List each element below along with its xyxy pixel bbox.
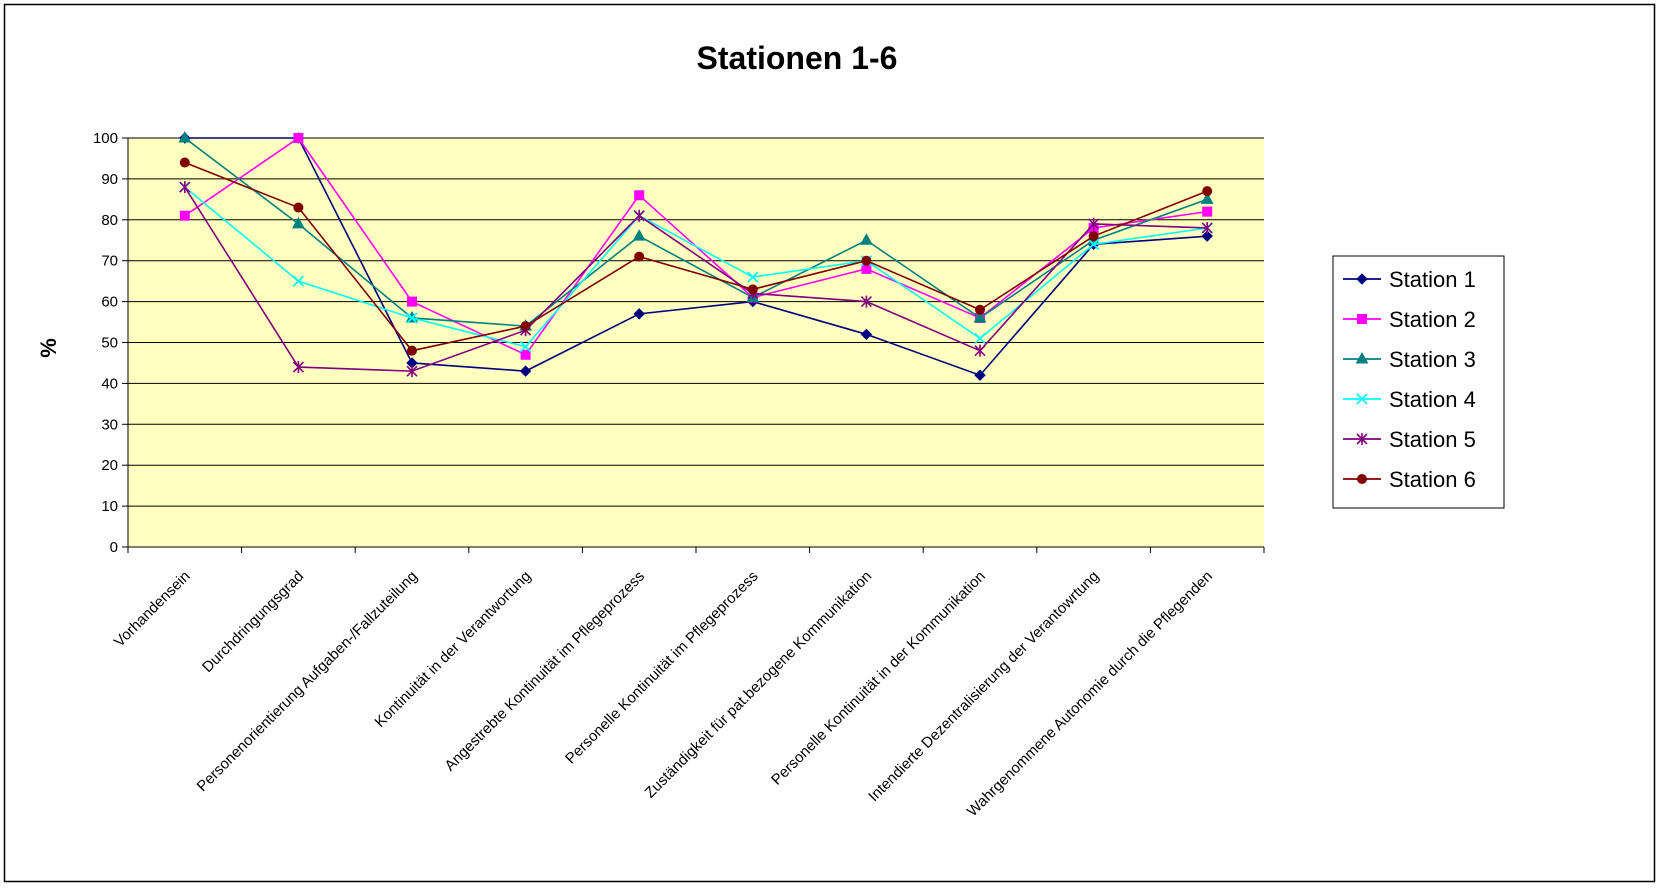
data-point (292, 361, 304, 374)
chart-title: Stationen 1-6 (697, 40, 898, 76)
series-line (184, 137, 1208, 327)
legend-item: Station 2 (1343, 307, 1476, 332)
legend-label: Station 2 (1389, 307, 1476, 332)
data-point (1088, 217, 1100, 230)
data-point (292, 216, 305, 229)
data-point (520, 321, 531, 332)
series-6 (179, 157, 1213, 356)
y-axis-label: % (36, 338, 61, 358)
data-point (973, 310, 987, 323)
data-point (293, 202, 304, 213)
series-line (184, 186, 1208, 372)
data-point (406, 365, 418, 378)
data-point (1201, 221, 1213, 234)
data-point (633, 209, 645, 222)
data-point (861, 255, 872, 266)
data-point (293, 133, 304, 143)
legend-marker (1357, 474, 1367, 484)
data-point (861, 263, 872, 274)
legend-marker (1357, 314, 1367, 324)
data-point (1202, 186, 1213, 197)
data-point (1202, 206, 1213, 217)
legend-label: Station 5 (1389, 427, 1476, 452)
y-tick-label: 90 (101, 171, 118, 188)
data-point (407, 296, 417, 307)
legend-marker (1356, 393, 1368, 405)
data-point (747, 284, 758, 295)
series-line (184, 186, 1208, 348)
y-tick-label: 0 (110, 539, 118, 556)
series-5 (179, 181, 1213, 378)
data-point (633, 308, 645, 320)
legend-marker (1356, 273, 1368, 285)
data-point (632, 229, 646, 241)
data-point (747, 271, 759, 283)
legend-item: Station 6 (1343, 467, 1476, 492)
data-point (179, 181, 191, 194)
data-point (860, 295, 872, 308)
y-tick-label: 20 (101, 457, 118, 474)
data-point (179, 157, 190, 168)
data-point (178, 130, 192, 143)
legend-label: Station 1 (1389, 267, 1476, 292)
legend-box (1332, 255, 1505, 509)
legend-item: Station 1 (1343, 267, 1476, 292)
y-tick-label: 10 (101, 498, 118, 515)
data-point (634, 251, 645, 262)
data-point (519, 365, 532, 377)
legend-item: Station 4 (1343, 387, 1476, 412)
data-point (519, 340, 532, 353)
y-tick-label: 100 (93, 130, 118, 147)
data-point (974, 369, 986, 381)
y-tick-label: 40 (101, 375, 118, 392)
legend-marker (1356, 433, 1368, 445)
data-point (860, 233, 873, 245)
legend-marker (1355, 351, 1369, 364)
data-point (406, 312, 418, 324)
series-line (184, 161, 1208, 352)
data-point (975, 304, 985, 315)
y-tick-label: 80 (101, 212, 118, 229)
legend-item: Station 5 (1343, 427, 1476, 452)
y-tick-label: 30 (101, 416, 118, 433)
data-point (292, 275, 305, 287)
data-point (974, 332, 986, 345)
legend-label: Station 6 (1389, 467, 1476, 492)
legend-label: Station 3 (1389, 347, 1476, 372)
data-point (860, 328, 873, 341)
y-tick-label: 50 (101, 335, 118, 352)
data-point (407, 345, 417, 356)
data-point (1088, 231, 1099, 242)
data-point (520, 349, 531, 360)
data-point (1200, 192, 1214, 204)
data-point (634, 190, 645, 201)
y-tick-label: 70 (101, 253, 118, 270)
legend-item: Station 3 (1343, 347, 1476, 372)
legend: Station 1 Station 2 Station 3 Station 4 Stat… (1332, 255, 1505, 509)
data-point (179, 210, 190, 221)
data-point (1087, 238, 1100, 250)
legend-label: Station 4 (1389, 387, 1476, 412)
data-point (974, 344, 986, 357)
y-tick-label: 60 (101, 294, 118, 311)
series-line (184, 137, 1208, 377)
data-point (1201, 230, 1213, 242)
